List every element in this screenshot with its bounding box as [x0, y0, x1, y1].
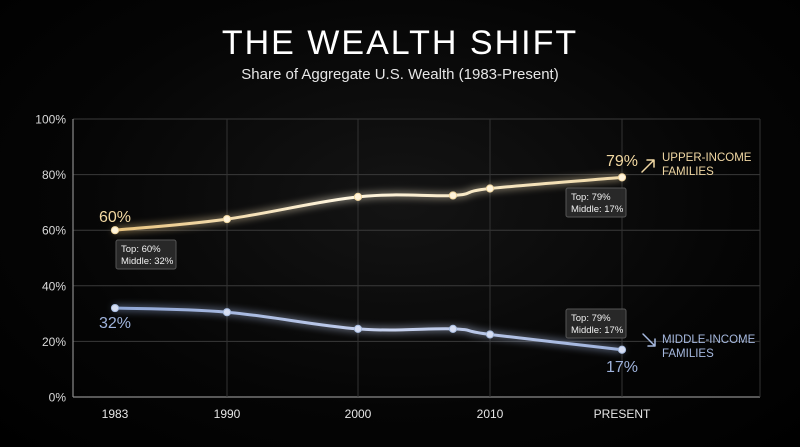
y-tick-label: 20%: [42, 335, 66, 349]
x-tick-label: PRESENT: [594, 407, 651, 421]
data-tooltip: Top: 79%Middle: 17%: [565, 187, 627, 218]
arrow-up-right-icon: [641, 159, 655, 173]
middle-income-point[interactable]: [448, 324, 458, 333]
y-tick-label: 60%: [42, 224, 66, 238]
upper-income-line: [113, 175, 624, 232]
legend-line1: MIDDLE-INCOME: [662, 334, 756, 346]
tooltip-box: [565, 187, 627, 218]
legend-line2: FAMILIES: [662, 166, 714, 178]
x-tick-label: 2010: [477, 407, 504, 421]
point-value-label: 32%: [99, 315, 131, 332]
data-tooltip: Top: 60%Middle: 32%: [115, 239, 177, 270]
tooltip-top-text: Top: 60%: [121, 244, 161, 255]
chart-subtitle: Share of Aggregate U.S. Wealth (1983-Pre…: [241, 66, 559, 83]
tooltip-top-text: Top: 79%: [571, 192, 611, 203]
x-tick-label: 1990: [214, 407, 241, 421]
x-tick-label: 1983: [102, 407, 129, 421]
middle-income-point[interactable]: [617, 345, 627, 354]
legend-line2: FAMILIES: [662, 348, 714, 360]
upper-income-point[interactable]: [353, 192, 363, 201]
point-value-label: 60%: [99, 209, 131, 226]
series-legend-label: MIDDLE-INCOME FAMILIES: [642, 333, 756, 360]
tooltip-top-text: Top: 79%: [571, 313, 611, 324]
tooltip-box: [565, 308, 627, 339]
point-value-label: 79%: [606, 153, 638, 170]
tooltip-middle-text: Middle: 17%: [571, 325, 624, 336]
middle-income-line: [113, 306, 624, 352]
middle-income-point[interactable]: [485, 330, 495, 339]
upper-income-point[interactable]: [222, 214, 232, 224]
middle-income-point[interactable]: [110, 303, 120, 313]
upper-income-point[interactable]: [110, 226, 120, 235]
tooltip-middle-text: Middle: 32%: [121, 256, 174, 267]
chart-title: THE WEALTH SHIFT: [221, 24, 579, 62]
middle-income-point[interactable]: [222, 308, 232, 317]
series-legend-label: UPPER-INCOME FAMILIES: [641, 152, 752, 178]
middle-income-point[interactable]: [353, 324, 363, 333]
point-value-label: 17%: [606, 359, 638, 376]
x-tick-label: 2000: [345, 407, 372, 421]
arrow-down-right-icon: [642, 333, 656, 347]
y-tick-label: 80%: [42, 168, 66, 182]
upper-income-point[interactable]: [448, 191, 458, 200]
upper-income-point[interactable]: [485, 184, 495, 193]
legend-line1: UPPER-INCOME: [662, 152, 752, 164]
tooltip-box: [115, 239, 177, 270]
y-tick-label: 100%: [35, 113, 66, 127]
data-tooltip: Top: 79%Middle: 17%: [565, 308, 627, 339]
tooltip-middle-text: Middle: 17%: [571, 204, 624, 215]
y-tick-label: 0%: [49, 391, 67, 405]
y-tick-label: 40%: [42, 279, 66, 293]
upper-income-point[interactable]: [617, 173, 627, 182]
